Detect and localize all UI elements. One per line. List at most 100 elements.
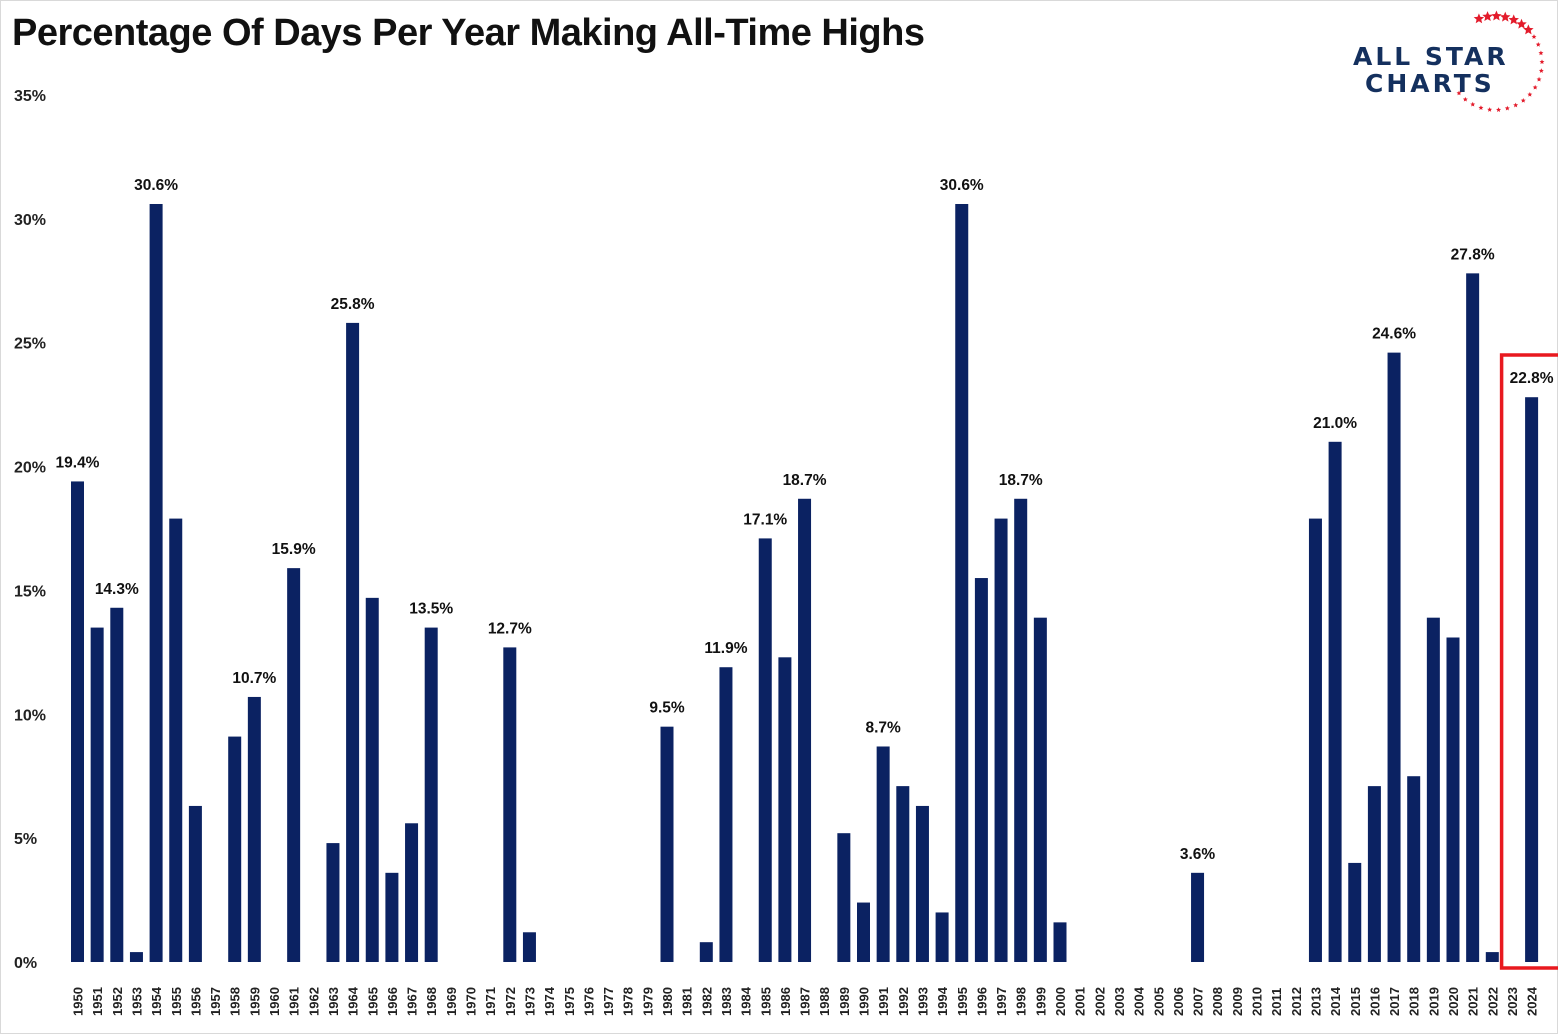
x-tick-label: 1974 [542, 986, 557, 1016]
star-icon [1496, 107, 1502, 112]
bar-1950 [71, 481, 84, 962]
bar-2017 [1387, 352, 1401, 962]
data-label-1972: 12.7% [488, 620, 532, 637]
all-star-charts-logo: ALL STAR CHARTS [1353, 10, 1545, 112]
y-tick-label: 10% [14, 707, 46, 724]
bar-1992 [896, 786, 910, 962]
x-tick-label: 1995 [955, 987, 970, 1016]
bar-1983 [719, 667, 733, 962]
x-tick-label: 2012 [1289, 987, 1304, 1016]
star-icon [1527, 91, 1533, 97]
bar-1999 [1033, 617, 1047, 962]
bar-1966 [385, 872, 399, 962]
star-icon [1504, 105, 1510, 111]
bar-1959 [247, 696, 261, 962]
x-tick-label: 1970 [464, 987, 479, 1016]
x-tick-label: 1981 [680, 987, 695, 1016]
x-tick-label: 1973 [522, 987, 537, 1016]
star-icon [1531, 34, 1537, 39]
x-tick-label: 1994 [935, 986, 950, 1016]
x-tick-label: 1969 [444, 987, 459, 1016]
y-tick-label: 15% [14, 583, 46, 600]
x-tick-label: 1990 [857, 987, 872, 1016]
x-tick-label: 2004 [1132, 986, 1147, 1016]
y-axis: 0% 5% 10% 15% 20% 25% 30% 35% [14, 88, 46, 972]
star-icon [1487, 107, 1493, 112]
data-label-1961: 15.9% [272, 541, 316, 558]
x-tick-label: 2009 [1230, 987, 1245, 1016]
x-tick-label: 1999 [1033, 987, 1048, 1016]
bar-1995 [955, 203, 969, 963]
x-tick-label: 1961 [287, 987, 302, 1016]
x-tick-label: 1992 [896, 987, 911, 1016]
bar-1967 [405, 823, 419, 962]
star-icon [1491, 10, 1502, 21]
star-icon [1538, 50, 1544, 56]
x-tick-label: 1955 [169, 987, 184, 1016]
x-tick-label: 2006 [1171, 987, 1186, 1016]
x-tick-label: 1998 [1014, 987, 1029, 1016]
x-tick-label: 2019 [1426, 987, 1441, 1016]
bar-2024 [1525, 397, 1539, 962]
x-tick-label: 1957 [208, 987, 223, 1016]
x-tick-label: 1993 [915, 987, 930, 1016]
x-tick-label: 1952 [110, 987, 125, 1016]
star-icon [1520, 97, 1526, 103]
star-icon [1523, 24, 1534, 35]
x-tick-label: 1997 [994, 987, 1009, 1016]
x-tick-label: 2013 [1308, 987, 1323, 1016]
y-tick-label: 25% [14, 336, 46, 353]
bar-2016 [1367, 786, 1381, 962]
x-tick-label: 1987 [798, 987, 813, 1016]
data-label-1991: 8.7% [865, 719, 901, 736]
bar-2000 [1053, 922, 1067, 962]
x-tick-label: 2001 [1073, 987, 1088, 1016]
x-tick-label: 2021 [1466, 987, 1481, 1016]
bar-1989 [837, 833, 851, 962]
bar-1973 [522, 932, 536, 962]
x-tick-label: 1954 [149, 986, 164, 1016]
bar-1991 [876, 746, 890, 962]
x-tick-label: 1980 [660, 987, 675, 1016]
bar-2013 [1308, 518, 1322, 962]
x-tick-label: 1985 [758, 987, 773, 1016]
logo-line2: CHARTS [1365, 69, 1495, 98]
bar-1990 [857, 902, 870, 962]
bar-1982 [699, 942, 713, 962]
star-icon [1456, 90, 1462, 96]
highlight-box-2024 [1499, 353, 1558, 970]
bar-1980 [660, 726, 674, 962]
x-tick-label: 1971 [483, 987, 498, 1016]
star-icon [1508, 14, 1519, 25]
x-tick-label: 1978 [621, 987, 636, 1016]
x-tick-label: 1951 [90, 987, 105, 1016]
x-tick-label: 1966 [385, 987, 400, 1016]
star-icon [1536, 76, 1542, 82]
data-label-1998: 18.7% [999, 472, 1043, 489]
logo-stars-arc [1456, 10, 1545, 112]
x-tick-label: 1988 [817, 987, 832, 1016]
y-tick-label: 0% [14, 955, 37, 972]
bar-1998 [1014, 498, 1028, 962]
x-tick-label: 2011 [1269, 988, 1284, 1016]
x-tick-label: 1968 [424, 987, 439, 1016]
x-tick-label: 2010 [1250, 987, 1265, 1016]
data-label-1959: 10.7% [232, 670, 276, 687]
bar-1952 [110, 607, 124, 962]
bar-2014 [1328, 441, 1342, 962]
star-icon [1473, 13, 1485, 24]
x-tick-label: 2024 [1525, 986, 1540, 1016]
bar-2019 [1426, 617, 1440, 962]
bar-1961 [287, 568, 301, 962]
x-axis: 1950 1951 1952 1953 1954 1955 1956 1957 1958 1959… [71, 986, 1540, 1016]
data-labels: 19.4% 14.3% 30.6% 10.7% 15.9% 25.8% 13.5% 12.7%… [56, 177, 1554, 863]
x-tick-label: 2018 [1407, 987, 1422, 1016]
data-label-1950: 19.4% [56, 454, 100, 471]
x-tick-label: 1979 [640, 987, 655, 1016]
x-tick-label: 2014 [1328, 986, 1343, 1016]
data-label-1968: 13.5% [409, 601, 453, 618]
data-label-2014: 21.0% [1313, 415, 1357, 432]
data-label-2017: 24.6% [1372, 326, 1416, 343]
data-label-2024: 22.8% [1510, 370, 1554, 387]
